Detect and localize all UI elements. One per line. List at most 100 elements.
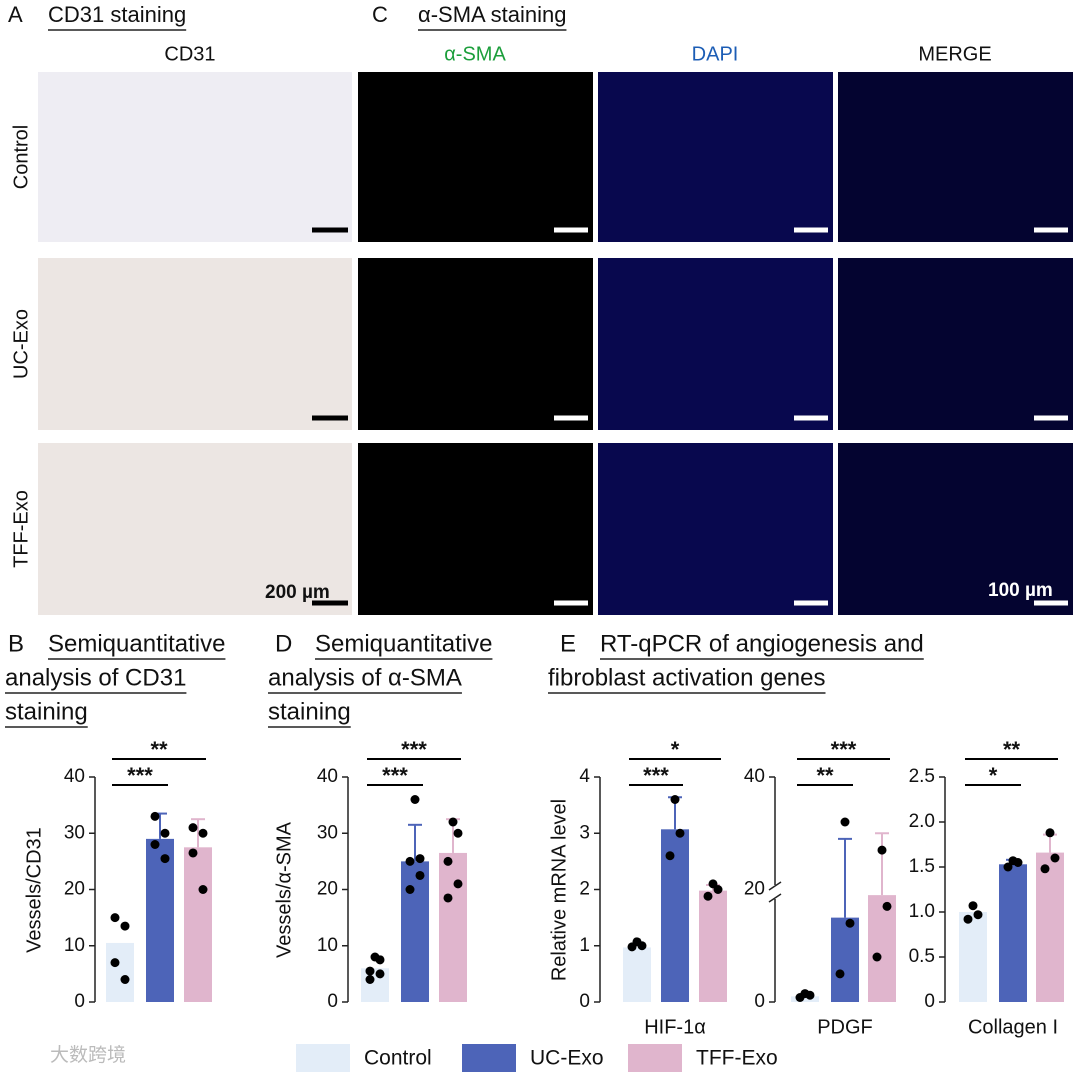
significance-label: ***	[382, 763, 408, 788]
legend-label: Control	[364, 1047, 432, 1070]
x-axis-label: PDGF	[817, 1016, 873, 1038]
data-point	[963, 914, 973, 924]
y-tick-label: 40	[64, 766, 85, 787]
panel-title: α-SMA staining	[418, 2, 566, 27]
bar	[146, 838, 174, 1002]
y-tick-label: 1.5	[909, 856, 935, 877]
y-tick-label: 4	[579, 766, 590, 787]
x-axis-label: HIF-1α	[644, 1016, 706, 1038]
y-tick-label: 0.5	[909, 946, 935, 967]
fluorescence-image	[598, 258, 833, 430]
fluorescence-image	[838, 258, 1073, 430]
y-tick-label: 40	[317, 766, 338, 787]
y-tick-label: 1.0	[909, 901, 935, 922]
data-point	[365, 975, 375, 984]
y-tick-label: 0	[74, 991, 85, 1012]
y-axis-label: Vessels/CD31	[23, 827, 45, 953]
panel-title: Semiquantitative	[315, 630, 492, 657]
bar	[106, 942, 134, 1002]
significance-label: ***	[127, 763, 153, 788]
row-label: UC-Exo	[10, 309, 32, 379]
bar	[1036, 852, 1064, 1002]
legend-swatch	[628, 1044, 682, 1072]
data-point	[160, 828, 170, 838]
data-point	[872, 952, 882, 962]
data-point	[110, 958, 120, 968]
data-point	[120, 921, 130, 931]
data-point	[1050, 853, 1060, 863]
data-point	[840, 817, 850, 827]
bar	[868, 895, 896, 1002]
row-label: TFF-Exo	[10, 490, 32, 568]
y-tick-label: 0	[924, 991, 935, 1012]
legend-swatch	[462, 1044, 516, 1072]
data-point	[160, 854, 170, 864]
scale-label: 200 µm	[265, 582, 330, 603]
cd31-image	[38, 443, 352, 615]
data-point	[443, 893, 453, 903]
panel-letter: D	[275, 630, 292, 657]
data-point	[703, 891, 713, 901]
data-point	[882, 901, 892, 911]
data-point	[405, 856, 415, 866]
data-point	[1040, 864, 1050, 874]
data-point	[805, 990, 815, 1000]
data-point	[405, 885, 415, 894]
y-tick-label: 30	[317, 822, 338, 843]
scale-label: 100 µm	[988, 580, 1053, 601]
axis-break	[767, 885, 783, 899]
data-point	[877, 845, 887, 855]
panel-title: analysis of CD31	[5, 664, 186, 691]
column-header: MERGE	[918, 43, 991, 65]
panel-title: CD31 staining	[48, 2, 186, 27]
bar	[184, 847, 212, 1002]
data-point	[968, 901, 978, 911]
data-point	[627, 942, 637, 952]
y-axis-label: Vessels/α-SMA	[273, 821, 295, 958]
cd31-image	[38, 258, 352, 430]
panel-letter: A	[8, 2, 23, 27]
column-header: CD31	[164, 43, 215, 65]
fluorescence-image	[358, 258, 593, 430]
data-point	[188, 823, 198, 833]
panel-letter: E	[560, 630, 576, 657]
data-point	[665, 851, 675, 861]
y-tick-label: 2.5	[909, 766, 935, 787]
y-tick-label: 20	[744, 879, 765, 900]
y-tick-label: 10	[64, 935, 85, 956]
data-point	[835, 969, 845, 979]
data-point	[443, 856, 453, 866]
data-point	[637, 941, 647, 951]
x-axis-label: Collagen I	[968, 1016, 1058, 1038]
y-tick-label: 0	[327, 991, 338, 1012]
data-point	[448, 817, 458, 827]
data-point	[410, 795, 420, 804]
data-point	[670, 795, 680, 804]
cd31-image	[38, 72, 352, 242]
data-point	[110, 913, 120, 923]
legend-label: UC-Exo	[530, 1047, 604, 1070]
bar	[439, 852, 467, 1002]
y-tick-label: 40	[744, 766, 765, 787]
bar	[699, 890, 727, 1002]
fluorescence-image	[838, 443, 1073, 615]
panel-letter: C	[372, 2, 388, 27]
data-point	[453, 828, 463, 838]
y-tick-label: 3	[579, 822, 590, 843]
axis-break-mark	[768, 893, 782, 903]
significance-label: **	[1003, 737, 1021, 762]
y-tick-label: 0	[579, 991, 590, 1012]
axis-break-mark	[768, 881, 782, 891]
legend-label: TFF-Exo	[696, 1047, 778, 1070]
data-point	[1003, 862, 1013, 872]
data-point	[375, 969, 385, 979]
data-point	[453, 879, 463, 889]
data-point	[973, 910, 983, 920]
bar	[361, 968, 389, 1002]
fluorescence-image	[838, 72, 1073, 242]
fluorescence-image	[358, 443, 593, 615]
significance-label: **	[150, 737, 168, 762]
significance-label: *	[989, 763, 998, 788]
panel-title: staining	[5, 698, 88, 725]
column-header: DAPI	[692, 43, 739, 65]
